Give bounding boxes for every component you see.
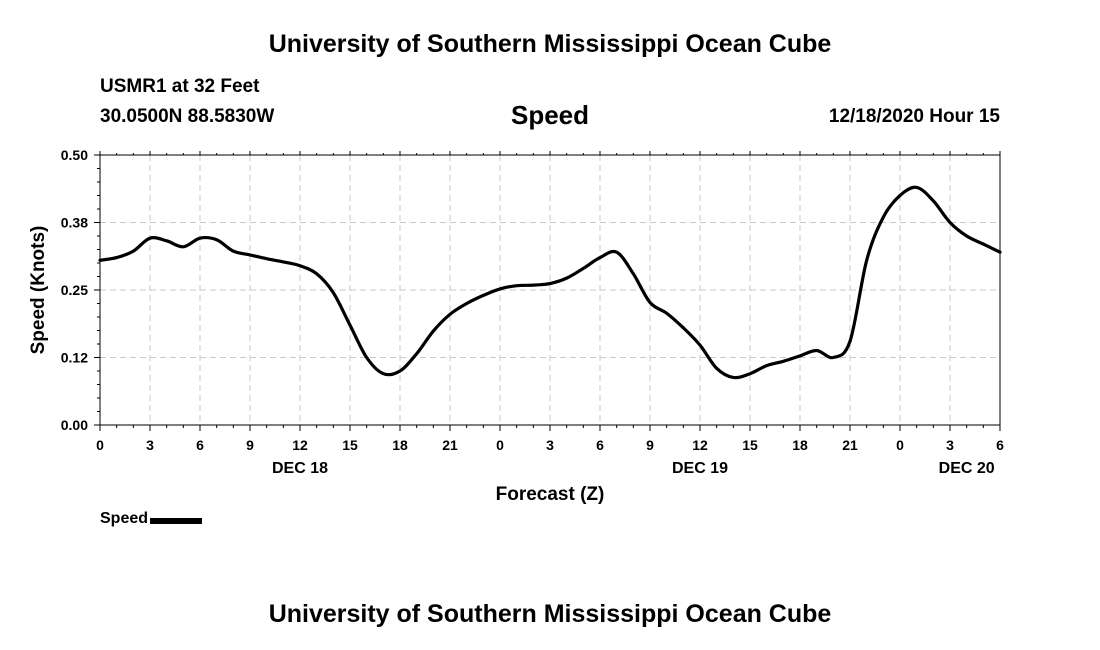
speed-chart: 0 3 6 9 12 15 18 21 0 3 6 9 12 15 18 21 0 3 6 0.00 0.12 0.25 0… (28, 147, 1004, 505)
legend-label: Speed (100, 510, 149, 527)
day-label: DEC 18 (272, 460, 328, 477)
chart-title: Speed (510, 100, 590, 130)
x-tick-label: 15 (742, 437, 758, 453)
y-tick-label: 0.12 (61, 350, 88, 366)
x-tick-label: 0 (496, 437, 504, 453)
series-layer (98, 185, 1002, 380)
axis-ticks: 0 3 6 9 12 15 18 21 0 3 6 9 12 15 18 21 0 3 6 0.00 0.12 0.25 0… (61, 147, 1004, 477)
x-tick-label: 0 (896, 437, 904, 453)
legend: Speed (100, 510, 203, 528)
x-tick-label: 12 (692, 437, 708, 453)
day-label: DEC 19 (672, 460, 728, 477)
grid (100, 155, 1000, 425)
station-label: USMR1 at 32 Feet (100, 76, 260, 97)
x-tick-label: 3 (546, 437, 554, 453)
y-tick-label: 0.00 (61, 417, 88, 433)
y-tick-label: 0.25 (61, 282, 88, 298)
x-tick-label: 15 (342, 437, 358, 453)
y-axis-label: Speed (Knots) (28, 226, 49, 355)
x-tick-label: 6 (196, 437, 204, 453)
x-tick-label: 18 (792, 437, 808, 453)
legend-line-swatch (150, 518, 203, 524)
x-tick-label: 6 (996, 437, 1004, 453)
x-tick-label: 6 (596, 437, 604, 453)
y-tick-label: 0.38 (61, 215, 88, 231)
page-title: University of Southern Mississippi Ocean… (268, 30, 832, 58)
x-tick-label: 3 (146, 437, 154, 453)
x-tick-label: 9 (246, 437, 254, 453)
speed-series-line (98, 185, 1002, 380)
x-tick-label: 18 (392, 437, 408, 453)
x-tick-label: 3 (946, 437, 954, 453)
x-tick-label: 9 (646, 437, 654, 453)
x-tick-label: 21 (842, 437, 858, 453)
footer-title: University of Southern Mississippi Ocean… (268, 600, 832, 628)
coordinates-label: 30.0500N 88.5830W (100, 106, 275, 127)
day-label: DEC 20 (939, 460, 995, 477)
x-tick-label: 21 (442, 437, 458, 453)
x-tick-label: 0 (96, 437, 104, 453)
y-tick-label: 0.50 (61, 147, 88, 163)
x-axis-label: Forecast (Z) (496, 484, 605, 505)
datetime-label: 12/18/2020 Hour 15 (828, 106, 1000, 127)
x-tick-label: 12 (292, 437, 308, 453)
